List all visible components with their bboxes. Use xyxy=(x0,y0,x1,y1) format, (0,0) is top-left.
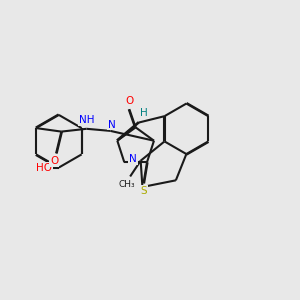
Text: O: O xyxy=(125,97,134,106)
Text: H: H xyxy=(140,108,148,118)
Text: S: S xyxy=(129,155,135,166)
Text: S: S xyxy=(140,186,147,196)
Text: N: N xyxy=(108,120,116,130)
Text: N: N xyxy=(129,154,137,164)
Text: CH₃: CH₃ xyxy=(118,180,135,189)
Text: O: O xyxy=(50,156,58,166)
Text: HO: HO xyxy=(36,163,52,172)
Text: NH: NH xyxy=(79,115,94,125)
